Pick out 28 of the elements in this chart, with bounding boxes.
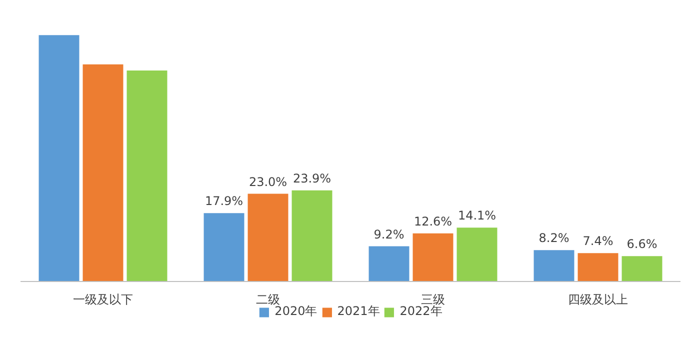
data-label: 23.9% [292, 171, 332, 186]
data-label: 8.2% [538, 231, 570, 246]
legend-label: 2021年 [337, 303, 380, 320]
bar [534, 250, 574, 282]
data-label: 23.0% [248, 174, 288, 189]
legend-label: 2020年 [274, 304, 318, 320]
bar [292, 190, 332, 282]
bar [578, 253, 618, 282]
bar [368, 246, 410, 282]
bar [38, 35, 80, 282]
bar [82, 64, 124, 282]
x-tick-label: 一级及以下 [73, 292, 133, 306]
data-label: 12.6% [414, 214, 452, 228]
bar [126, 70, 168, 282]
data-label: 7.4% [582, 234, 614, 248]
bar [456, 228, 498, 282]
data-label: 9.2% [374, 227, 404, 242]
x-tick-label: 三级 [421, 292, 445, 306]
bar [248, 194, 288, 282]
x-tick-label: 二级 [256, 292, 280, 306]
data-label: 17.9% [204, 194, 244, 208]
data-label: 14.1% [458, 208, 496, 223]
bar [622, 256, 662, 282]
x-tick-label: 四级及以上 [568, 292, 628, 306]
bar [412, 233, 454, 282]
legend-label: 2022年 [400, 304, 442, 320]
bar [204, 213, 244, 282]
data-label: 6.6% [626, 237, 658, 252]
